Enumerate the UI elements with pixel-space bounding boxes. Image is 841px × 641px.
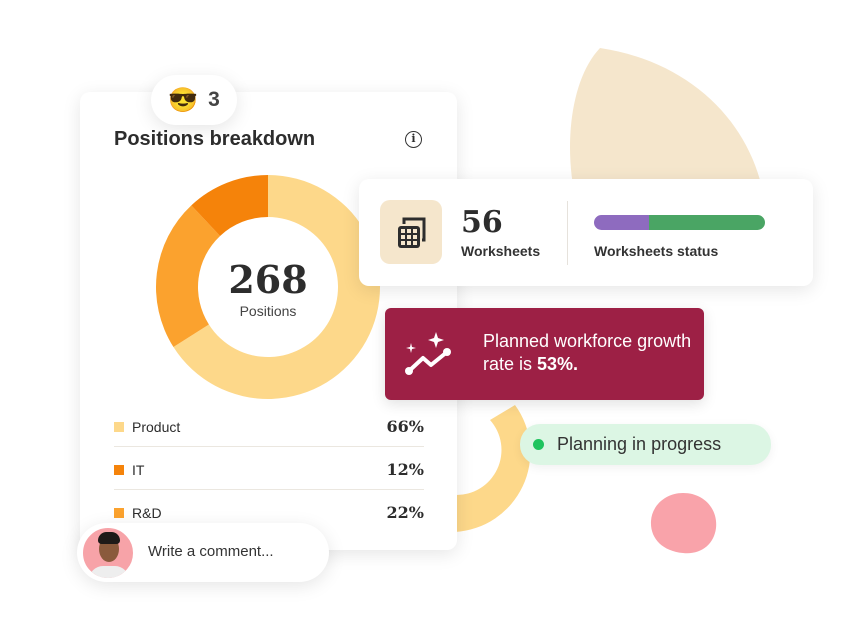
- comment-input[interactable]: Write a comment...: [77, 523, 329, 582]
- donut-chart: [156, 175, 380, 399]
- reaction-badge[interactable]: 😎 3: [151, 75, 237, 125]
- positions-total-label: Positions: [239, 303, 297, 319]
- legend-label: Product: [132, 418, 181, 435]
- legend-swatch: [114, 507, 124, 518]
- status-pill[interactable]: Planning in progress: [520, 424, 771, 465]
- legend-swatch: [114, 421, 124, 432]
- status-segment-purple: [594, 215, 649, 230]
- pink-blob: [650, 493, 717, 554]
- legend-item-product: Product 66%: [114, 405, 424, 448]
- status-dot-icon: [533, 439, 544, 450]
- worksheets-status-label: Worksheets status: [594, 243, 719, 259]
- status-label: Planning in progress: [557, 434, 722, 454]
- reaction-count: 3: [208, 88, 220, 111]
- divider: [114, 489, 424, 490]
- legend-item-rnd: R&D 22%: [114, 491, 424, 534]
- sunglasses-emoji-icon: 😎: [168, 86, 199, 114]
- info-icon[interactable]: i: [405, 131, 422, 148]
- growth-text-body: Planned workforce growth rate is: [483, 331, 692, 374]
- worksheets-label: Worksheets: [461, 243, 541, 259]
- yellow-arc: [455, 405, 531, 532]
- comment-placeholder: Write a comment...: [148, 543, 274, 560]
- legend-item-it: IT 12%: [114, 448, 424, 491]
- avatar: [81, 526, 135, 580]
- divider: [114, 446, 424, 447]
- growth-text: Planned workforce growth rate is 53%.: [483, 330, 693, 376]
- worksheets-status-bar: [594, 215, 765, 230]
- positions-title: Positions breakdown: [114, 128, 316, 150]
- spreadsheet-icon: [398, 217, 426, 248]
- legend-label: IT: [132, 461, 145, 478]
- worksheets-count: 56: [461, 205, 503, 240]
- positions-total: 268: [228, 257, 308, 302]
- legend-percent: 12%: [386, 460, 424, 479]
- positions-card: Positions breakdown i 268 Positions Prod…: [80, 92, 457, 550]
- legend-percent: 66%: [386, 417, 424, 436]
- legend-percent: 22%: [386, 503, 424, 522]
- donut-segment-product: [173, 175, 380, 399]
- donut-segment-rd: [156, 205, 221, 348]
- legend-swatch: [114, 464, 124, 475]
- divider: [567, 201, 568, 265]
- legend-label: R&D: [132, 504, 162, 521]
- growth-rate: 53%.: [537, 354, 579, 374]
- worksheets-card: 56 Worksheets Worksheets status: [359, 179, 813, 286]
- sparkle-trend-icon: [405, 332, 451, 375]
- worksheets-icon-tile: [380, 200, 442, 264]
- donut-segment-it: [191, 175, 268, 236]
- growth-banner: Planned workforce growth rate is 53%.: [385, 308, 704, 400]
- status-segment-green: [648, 215, 765, 230]
